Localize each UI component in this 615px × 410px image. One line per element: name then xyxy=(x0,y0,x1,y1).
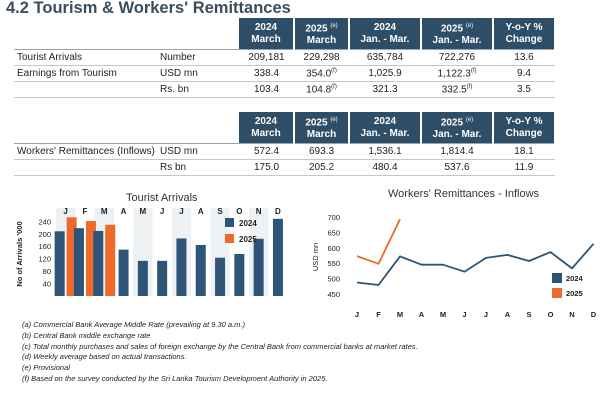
month-label: J xyxy=(179,207,183,216)
month-label: M xyxy=(397,310,403,319)
bar-2024 xyxy=(54,231,65,296)
remittances-table: 2024 March 2025 (e) March 2024 Jan. - Mar. … xyxy=(14,112,556,177)
month-label: N xyxy=(256,207,262,216)
month-label: J xyxy=(160,207,164,216)
legend-swatch xyxy=(552,288,562,298)
month-label: O xyxy=(236,207,242,216)
footnote: (a) Commercial Bank Average Middle Rate … xyxy=(22,320,246,329)
y-tick-label: 450 xyxy=(327,290,340,299)
y-tick-label: 80 xyxy=(43,267,51,276)
legend-label: 2024 xyxy=(566,274,584,283)
legend-swatch xyxy=(225,234,234,243)
month-label: O xyxy=(548,310,554,319)
col-header: Y-o-Y % Change xyxy=(493,112,556,144)
tourism-table: 2024 March 2025 (e) March 2024 Jan. - Mar. … xyxy=(14,18,556,99)
chart-title: Workers' Remittances - Inflows xyxy=(388,188,540,200)
col-header: 2024 March xyxy=(239,18,295,50)
bar-2024 xyxy=(253,238,264,296)
remittances-chart: 450 500 550 600 650 700 USD mn J F M A M J J A S O N D 2024… xyxy=(312,213,597,319)
month-label: A xyxy=(505,310,511,319)
bar-2024 xyxy=(272,218,283,296)
bar-2024 xyxy=(93,230,104,296)
bar-2025 xyxy=(105,224,116,296)
month-label: M xyxy=(140,207,147,216)
month-label: M xyxy=(101,207,108,216)
month-label: D xyxy=(275,207,281,216)
month-label: S xyxy=(217,207,223,216)
month-label: J xyxy=(355,310,359,319)
month-label: A xyxy=(419,310,425,319)
y-tick-label: 240 xyxy=(38,217,51,226)
y-tick-label: 40 xyxy=(43,280,51,289)
bar-2024 xyxy=(118,249,129,296)
series-line-2024 xyxy=(356,243,595,286)
bar-2024 xyxy=(176,238,187,296)
footnotes: (a) Commercial Bank Average Middle Rate … xyxy=(22,320,418,385)
bar-2024 xyxy=(234,254,245,296)
col-header: 2025 (e) March xyxy=(294,18,350,50)
y-tick-label: 120 xyxy=(38,255,51,264)
table-row: Rs bn 175.0 205.2 480.4 537.6 11.9 xyxy=(14,159,555,177)
y-axis-label: No of Arrivals '000 xyxy=(15,221,24,286)
footnote: (e) Provisional xyxy=(22,363,70,373)
col-header: Y-o-Y % Change xyxy=(493,18,556,50)
month-label: A xyxy=(198,207,204,216)
footnote: (f) Based on the survey conducted by the… xyxy=(22,373,328,383)
chart-title: Tourist Arrivals xyxy=(126,192,198,204)
month-label: M xyxy=(440,310,446,319)
series-line-2025 xyxy=(356,218,401,265)
page-title: 4.2 Tourism & Workers' Remittances xyxy=(6,0,291,17)
y-tick-label: 200 xyxy=(38,230,51,239)
legend-label: 2025 xyxy=(239,235,257,244)
month-label: J xyxy=(63,207,67,216)
col-header: 2025 (e) Jan. - Mar. xyxy=(421,18,494,50)
month-label: S xyxy=(526,310,531,319)
legend-label: 2024 xyxy=(239,219,257,228)
bar-2024 xyxy=(137,260,148,296)
bar-2024 xyxy=(157,260,168,296)
col-header: 2024 Jan. - Mar. xyxy=(349,18,422,50)
legend-label: 2025 xyxy=(566,289,583,298)
bar-2025 xyxy=(85,221,96,296)
table-row: Workers' Remittances (Inflows) USD mn 57… xyxy=(14,143,555,161)
y-tick-label: 650 xyxy=(327,228,340,237)
bar-2024 xyxy=(195,244,206,296)
col-header: 2024 March xyxy=(239,112,295,144)
bar-2024 xyxy=(215,257,226,296)
y-tick-label: 160 xyxy=(38,242,51,251)
table-row: Tourist Arrivals Number 209,181 229,298 … xyxy=(14,49,555,67)
month-label: F xyxy=(83,207,88,216)
y-axis-label: USD mn xyxy=(312,243,320,271)
footnote: (c) Total monthly purchases and sales of… xyxy=(22,341,418,351)
footnote: (b) Central Bank middle exchange rate xyxy=(22,330,151,340)
month-label: F xyxy=(376,310,381,319)
tourist-arrivals-chart: J F M A M J J A S O N D 40 80 120 160 200 240 No of Arriva… xyxy=(15,207,283,296)
month-label: D xyxy=(591,310,597,319)
table-row: Rs. bn 103.4 104.8(f) 321.3 332.5(f) 3.5 xyxy=(14,81,555,99)
col-header: 2024 Jan. - Mar. xyxy=(349,112,422,144)
legend-swatch xyxy=(225,218,234,227)
y-tick-label: 700 xyxy=(327,213,340,222)
month-label: J xyxy=(484,310,488,319)
y-tick-label: 550 xyxy=(327,259,340,268)
legend-swatch xyxy=(552,273,562,283)
month-label: J xyxy=(462,310,466,319)
y-tick-label: 500 xyxy=(327,275,340,284)
col-header: 2025 (e) Jan. - Mar. xyxy=(421,112,494,144)
y-tick-label: 600 xyxy=(327,244,340,253)
month-label: A xyxy=(121,207,127,216)
bar-2024 xyxy=(73,228,84,296)
month-label: N xyxy=(569,310,574,319)
table-row: Earnings from Tourism USD mn 338.4 354.0… xyxy=(14,65,555,83)
footnote: (d) Weekly average based on actual trans… xyxy=(22,352,187,362)
col-header: 2025 (e) March xyxy=(294,112,350,144)
bar-2025 xyxy=(66,217,77,296)
